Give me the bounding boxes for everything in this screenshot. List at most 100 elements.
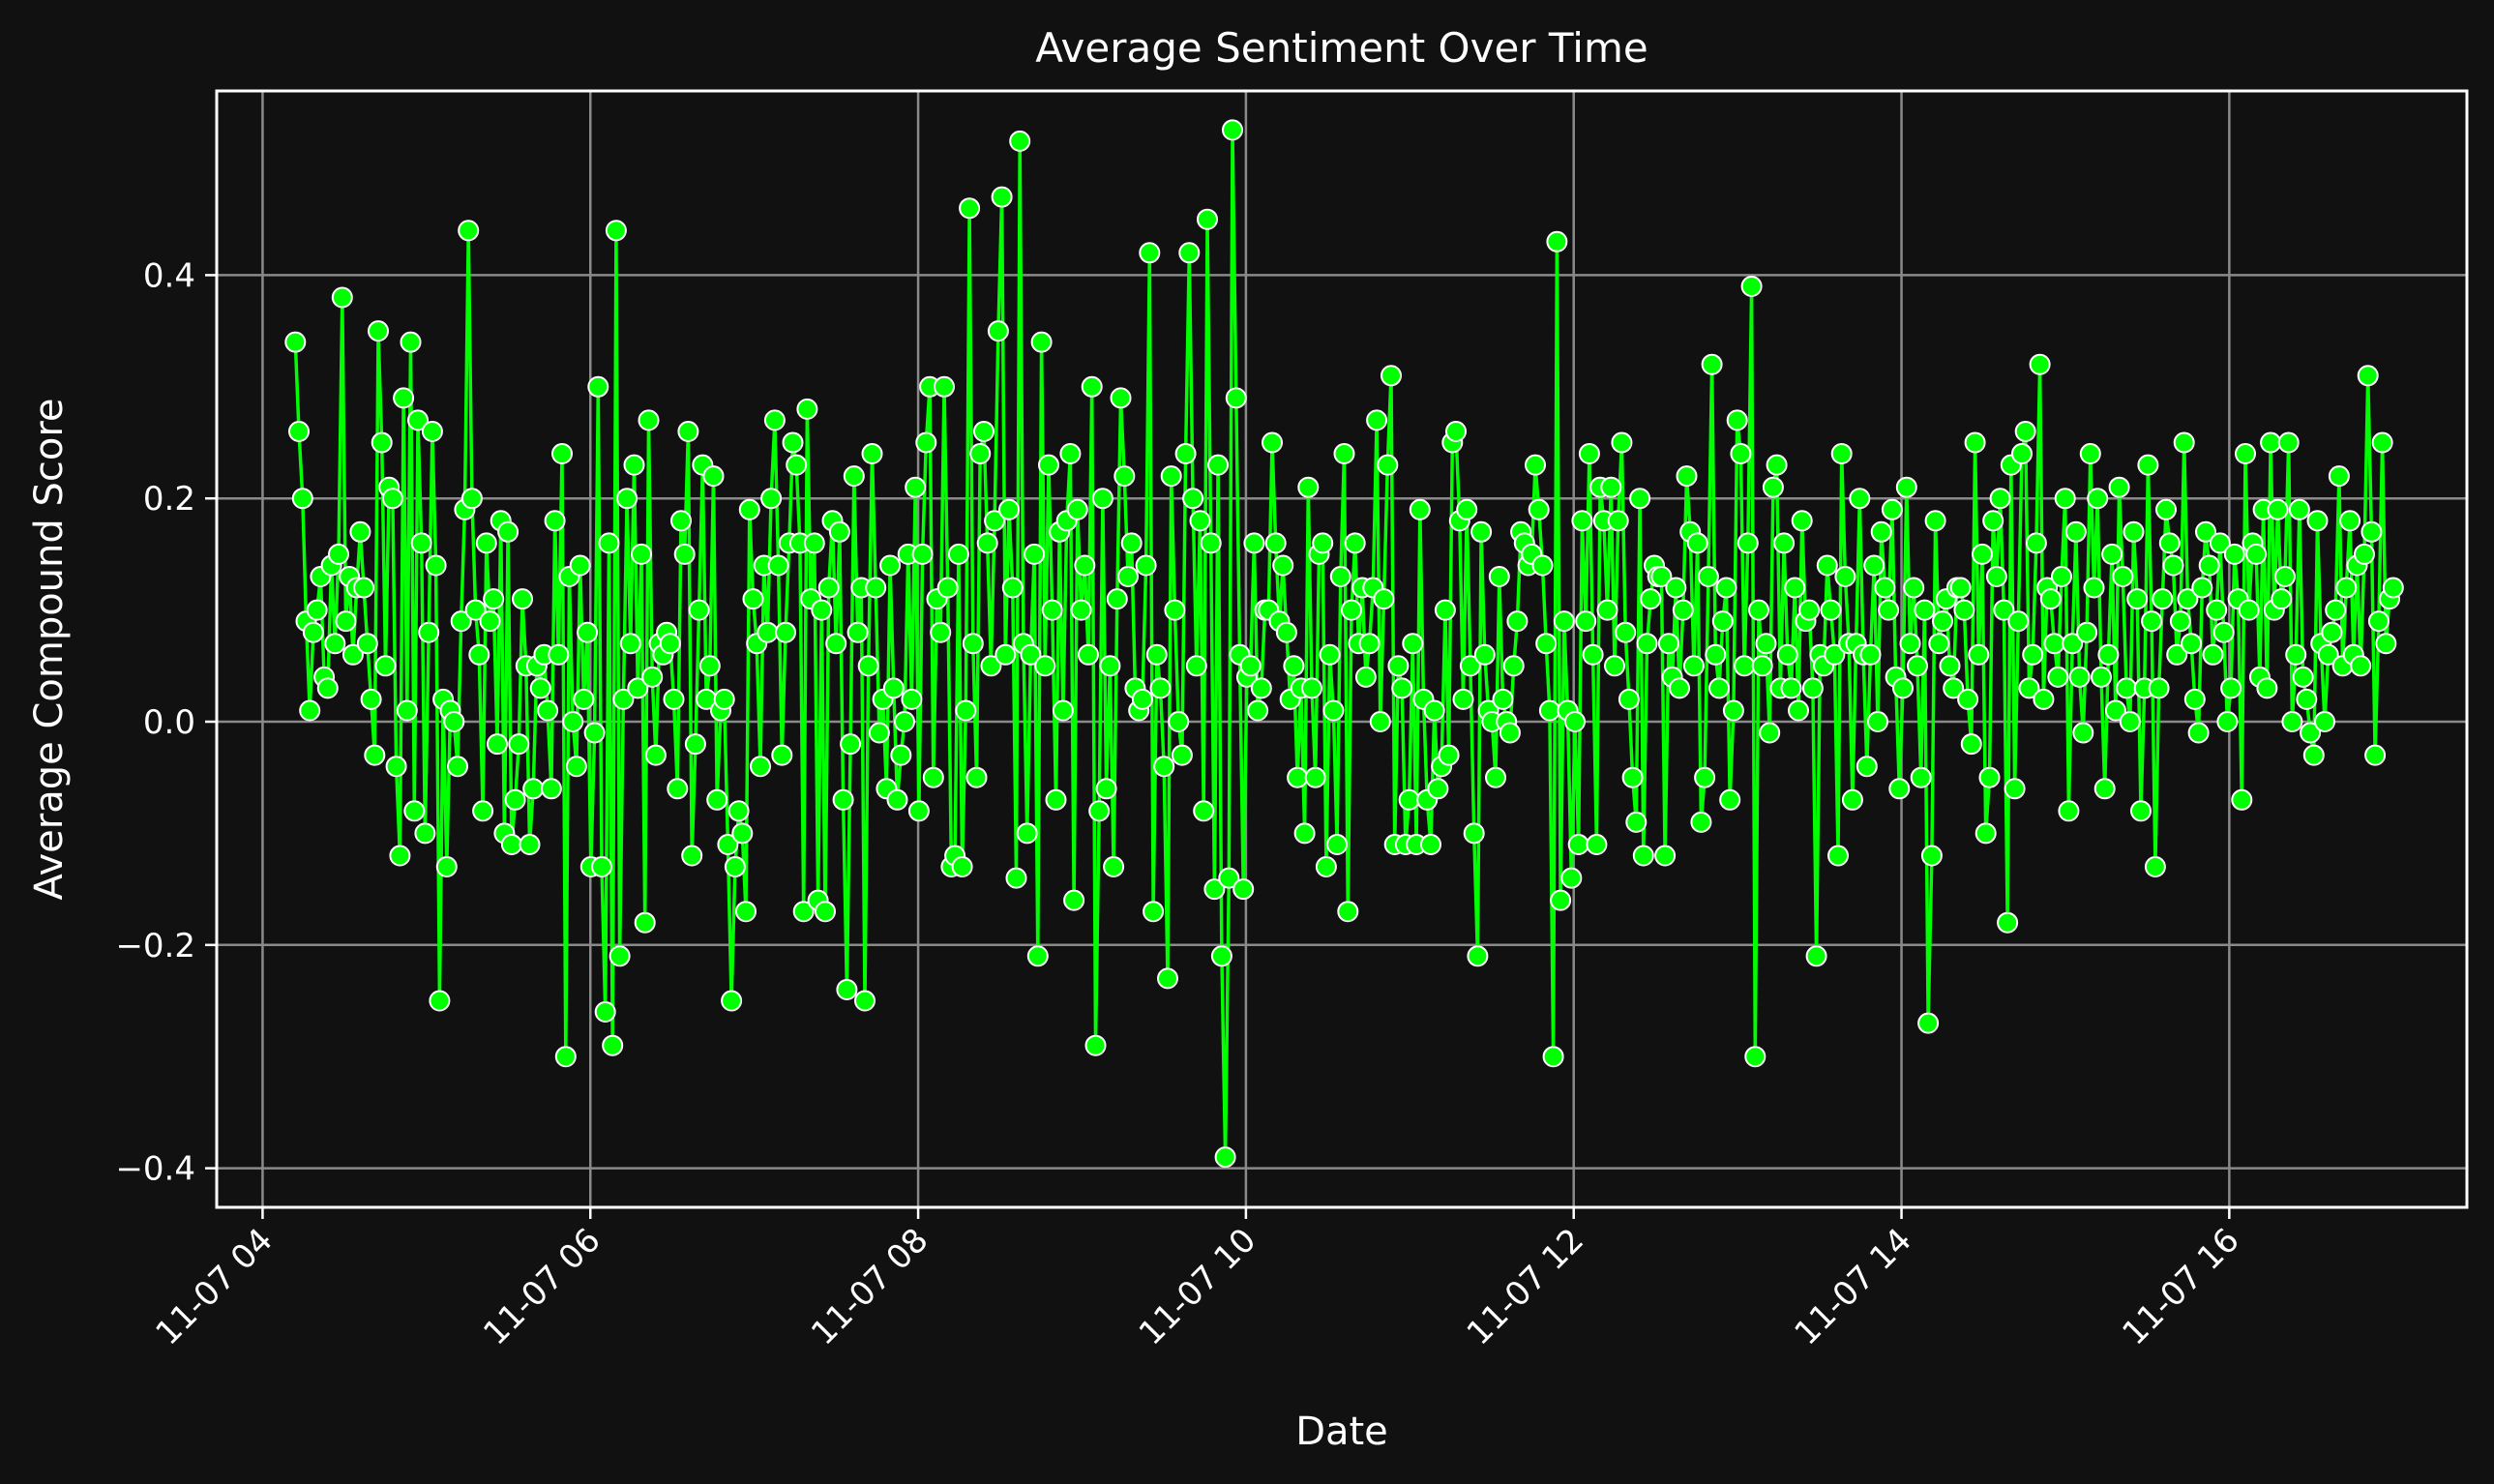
- data-point: [1333, 443, 1355, 464]
- data-point: [2173, 431, 2195, 454]
- data-point: [306, 599, 328, 621]
- data-point: [1344, 532, 1366, 554]
- data-point: [410, 532, 432, 554]
- data-point: [2043, 633, 2065, 655]
- data-point: [435, 856, 458, 877]
- data-point: [565, 756, 587, 778]
- data-point: [2025, 532, 2047, 554]
- data-point: [2123, 520, 2145, 543]
- data-point: [1182, 488, 1204, 510]
- data-point: [299, 699, 321, 722]
- data-point: [1730, 443, 1752, 464]
- data-point: [1020, 643, 1042, 666]
- data-point: [846, 621, 869, 643]
- data-point: [1672, 599, 1694, 621]
- data-point: [1160, 465, 1182, 488]
- data-point: [817, 577, 840, 599]
- data-point: [368, 320, 389, 342]
- data-point: [965, 766, 988, 788]
- y-axis-label: Average Compound Score: [27, 398, 72, 900]
- data-point: [429, 990, 451, 1012]
- data-point: [2306, 510, 2329, 532]
- data-point: [1657, 633, 1679, 655]
- data-point: [591, 856, 612, 877]
- data-point: [1301, 677, 1322, 699]
- data-point: [1997, 911, 2019, 934]
- data-point: [2350, 655, 2372, 677]
- data-point: [1910, 766, 1932, 788]
- data-point: [1734, 655, 1756, 677]
- data-point: [936, 577, 959, 599]
- data-point: [886, 788, 908, 811]
- data-point: [1640, 588, 1662, 610]
- data-point: [2144, 856, 2166, 877]
- data-point: [1287, 766, 1309, 788]
- data-point: [2104, 699, 2126, 722]
- data-point: [2018, 677, 2040, 699]
- data-point: [727, 800, 750, 822]
- data-point: [1553, 610, 1575, 633]
- data-point: [371, 431, 393, 454]
- data-point: [1200, 532, 1222, 554]
- data-point: [1903, 577, 1925, 599]
- data-point: [1564, 711, 1586, 732]
- data-point: [854, 990, 876, 1012]
- data-point: [2202, 643, 2224, 666]
- data-point: [663, 688, 685, 710]
- data-point: [1982, 510, 2004, 532]
- data-point: [1099, 655, 1121, 677]
- data-point: [1171, 744, 1193, 766]
- data-point: [2022, 643, 2044, 666]
- data-point: [2375, 633, 2397, 655]
- data-point: [1009, 130, 1031, 152]
- data-point: [1705, 643, 1727, 666]
- data-point: [500, 834, 522, 855]
- data-point: [2116, 677, 2138, 699]
- data-point: [1373, 588, 1395, 610]
- data-point: [483, 588, 505, 610]
- data-point: [2367, 610, 2390, 633]
- data-point: [2169, 610, 2191, 633]
- data-point: [750, 756, 771, 778]
- data-point: [1972, 543, 1993, 565]
- data-point: [381, 488, 403, 510]
- data-point: [1528, 498, 1550, 520]
- data-point: [1239, 655, 1262, 677]
- data-point: [1326, 834, 1349, 855]
- data-point: [2245, 543, 2268, 565]
- data-point: [1381, 365, 1402, 387]
- data-point: [1203, 878, 1226, 901]
- data-point: [1636, 633, 1658, 655]
- data-point: [1665, 577, 1687, 599]
- data-point: [2068, 666, 2091, 688]
- data-point: [1604, 655, 1625, 677]
- data-point: [2296, 688, 2318, 710]
- data-point: [1694, 766, 1716, 788]
- data-point: [2155, 498, 2177, 520]
- data-point: [602, 1034, 624, 1056]
- data-point: [2209, 532, 2231, 554]
- data-point: [569, 554, 591, 577]
- data-point: [1578, 443, 1600, 464]
- data-point: [562, 711, 584, 732]
- data-point: [548, 643, 570, 666]
- data-point: [1078, 643, 1099, 666]
- data-point: [487, 733, 508, 756]
- data-point: [1110, 387, 1132, 409]
- data-point: [1084, 1034, 1107, 1056]
- data-point: [1066, 498, 1088, 520]
- data-point: [2093, 778, 2116, 800]
- data-point: [1168, 711, 1190, 732]
- data-point: [915, 431, 937, 454]
- data-point: [1586, 834, 1608, 855]
- data-point: [1949, 577, 1972, 599]
- data-point: [1932, 610, 1953, 633]
- data-point: [522, 778, 545, 800]
- data-point: [2091, 666, 2112, 688]
- data-point: [2216, 711, 2239, 732]
- data-point: [2274, 566, 2296, 587]
- data-point: [385, 756, 407, 778]
- data-point: [583, 722, 606, 744]
- data-point: [479, 610, 501, 633]
- data-point: [786, 454, 808, 476]
